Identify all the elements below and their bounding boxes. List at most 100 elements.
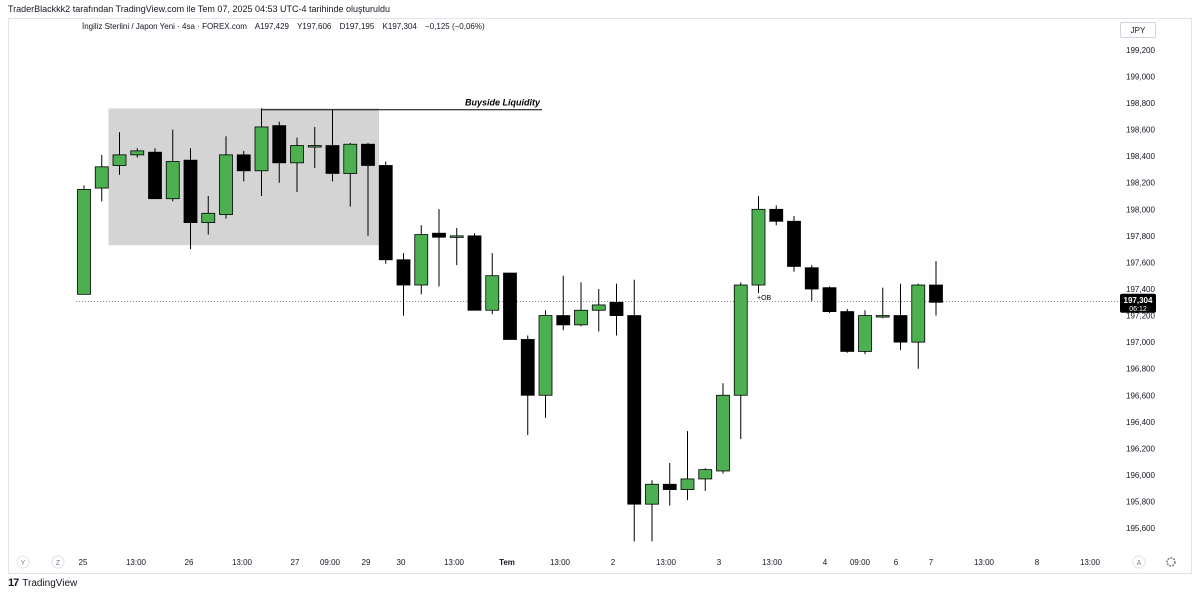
y-tick-label: 196,000 [1126, 471, 1155, 480]
x-tick-label: 13:00 [126, 558, 147, 567]
x-tick-label: 13:00 [232, 558, 253, 567]
candle-down [627, 315, 642, 505]
ohlc-close: K197,304 [382, 22, 417, 31]
candle-up [254, 126, 269, 172]
candle-up [733, 284, 748, 396]
candle-up [165, 161, 180, 200]
candle-up [698, 469, 713, 480]
candle-up [574, 309, 588, 326]
y-tick-label: 198,000 [1126, 205, 1155, 214]
y-tick-label: 195,800 [1126, 498, 1155, 507]
x-tick-label: 13:00 [656, 558, 677, 567]
x-tick-label: 8 [1035, 558, 1040, 567]
candle-up [414, 234, 429, 286]
y-tick-label: 199,000 [1126, 72, 1155, 81]
candle-up [538, 315, 553, 396]
candle-down [822, 287, 837, 312]
candle-up [751, 208, 766, 286]
x-tick-label: 7 [929, 558, 934, 567]
x-tick-label: 09:00 [320, 558, 341, 567]
candle-up [716, 394, 730, 472]
buyside-liquidity-label: Buyside Liquidity [465, 98, 541, 108]
symbol-info: İngiliz Sterlini / Japon Yeni · 4sa · FO… [82, 22, 491, 31]
x-tick-label: 13:00 [762, 558, 783, 567]
candle-down [662, 483, 677, 490]
x-tick-label: 25 [79, 558, 88, 567]
currency-button[interactable]: JPY [1120, 22, 1156, 38]
y-tick-label: 198,800 [1126, 99, 1155, 108]
chart-frame [8, 18, 1192, 574]
auto-scale-label: A [1137, 560, 1142, 567]
candle-down [183, 159, 198, 223]
timeframe-button[interactable] [51, 555, 65, 569]
x-tick-label: 30 [397, 558, 406, 567]
x-tick-label: 13:00 [444, 558, 465, 567]
candle-up [219, 154, 233, 216]
candle-down [804, 267, 819, 290]
candle-up [201, 212, 216, 223]
x-tick-label: 2 [611, 558, 616, 567]
current-price-value: 197,304 [1124, 296, 1153, 305]
x-tick-label: 26 [185, 558, 194, 567]
ohlc-open: A197,429 [254, 22, 290, 31]
x-tick-label: 3 [717, 558, 722, 567]
candle-up [858, 315, 872, 352]
x-tick-label: 13:00 [1080, 558, 1101, 567]
x-tick-label: 29 [362, 558, 371, 567]
y-tick-label: 198,600 [1126, 126, 1155, 135]
candle-up [485, 275, 500, 311]
candle-up [645, 483, 659, 505]
candle-up [875, 315, 890, 318]
chart-credit: TraderBlackkk2 tarafından TradingView.co… [8, 4, 391, 14]
y-tick-label: 196,200 [1126, 444, 1155, 453]
candle-down [272, 125, 287, 164]
candle-down [361, 143, 375, 166]
tradingview-brand: TradingView [22, 577, 78, 589]
candle-down [929, 284, 943, 303]
candle-down [325, 145, 340, 174]
candle-up [307, 145, 322, 148]
symbol-name[interactable]: İngiliz Sterlini / Japon Yeni · 4sa · FO… [82, 22, 247, 31]
y-tick-label: 196,800 [1126, 365, 1155, 374]
auto-scale-button[interactable] [1132, 555, 1146, 569]
candle-up [911, 284, 926, 343]
bar-countdown: 06:12 [1129, 306, 1147, 313]
y-tick-label: 199,200 [1126, 46, 1155, 55]
candle-down [787, 220, 801, 267]
timeframe-label: Z [56, 560, 61, 567]
gear-icon[interactable] [1166, 557, 1176, 567]
y-tick-label: 198,400 [1126, 152, 1155, 161]
ohlc-low: D197,195 [339, 22, 375, 31]
y-tick-label: 197,400 [1126, 285, 1155, 294]
ohlc-high: Y197,606 [297, 22, 332, 31]
candle-up [130, 150, 145, 156]
candle-down [148, 151, 162, 200]
x-tick-label: 6 [894, 558, 899, 567]
tradingview-logo[interactable]: 17 TradingView [8, 577, 77, 589]
candle-down [378, 165, 393, 261]
ob-label: +OB [757, 295, 772, 302]
y-tick-label: 197,800 [1126, 232, 1155, 241]
tradingview-logo-icon: 17 [8, 577, 19, 589]
candle-down [769, 208, 784, 222]
x-tick-label: 4 [823, 558, 828, 567]
candle-up [112, 154, 127, 166]
candle-down [432, 232, 446, 238]
candle-up [591, 304, 606, 311]
candle-down [840, 311, 855, 352]
x-tick-label: 09:00 [850, 558, 871, 567]
x-tick-label: Tem [499, 558, 515, 567]
candle-up [680, 478, 695, 490]
y-tick-label: 197,600 [1126, 258, 1155, 267]
y-tick-label: 197,000 [1126, 338, 1155, 347]
timeframe-button[interactable] [16, 555, 30, 569]
current-price-tag [1120, 293, 1156, 313]
timeframe-label: Y [21, 560, 26, 567]
y-tick-label: 196,600 [1126, 391, 1155, 400]
y-tick-label: 195,600 [1126, 524, 1155, 533]
x-tick-label: 13:00 [550, 558, 571, 567]
candle-down [520, 339, 535, 396]
candle-down [893, 315, 908, 343]
candle-down [467, 235, 482, 311]
